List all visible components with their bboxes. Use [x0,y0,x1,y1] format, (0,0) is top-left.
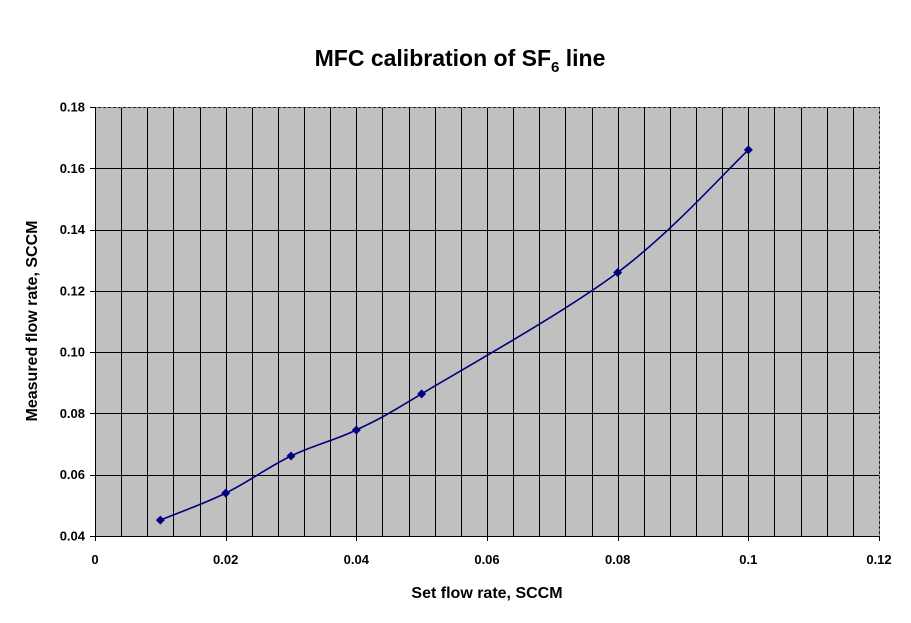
data-point-marker [743,145,753,155]
series-layer [155,145,753,525]
y-tick-label: 0.12 [60,283,85,298]
y-tick-label: 0.16 [60,161,85,176]
x-tick-label: 0.08 [605,552,630,567]
y-tick-label: 0.06 [60,467,85,482]
y-axis-label: Measured flow rate, SCCM [24,221,41,422]
grid [90,107,880,541]
x-tick-label: 0.1 [739,552,757,567]
data-point-marker [417,389,427,399]
chart-title: MFC calibration of SF6 line [315,45,606,76]
y-tick-label: 0.10 [60,345,85,360]
x-tick-label: 0.06 [474,552,499,567]
x-tick-labels: 0 0.02 0.04 0.06 0.08 0.1 0.12 [91,552,891,567]
x-tick-label: 0.04 [344,552,370,567]
x-tick-label: 0.12 [866,552,891,567]
data-point-marker [613,267,623,277]
y-tick-labels: 0.04 0.06 0.08 0.10 0.12 0.14 0.16 0.18 [60,100,86,544]
y-tick-label: 0.14 [60,222,86,237]
data-point-marker [286,451,296,461]
x-axis-label: Set flow rate, SCCM [411,585,562,602]
y-tick-label: 0.08 [60,406,85,421]
series-line [160,149,749,521]
data-point-marker [155,515,165,525]
x-tick-label: 0 [91,552,98,567]
y-tick-label: 0.04 [60,529,86,544]
data-point-marker [351,425,361,435]
chart-title-subscript: 6 [551,59,559,76]
data-point-marker [221,488,231,498]
x-tick-label: 0.02 [213,552,238,567]
y-tick-label: 0.18 [60,100,85,115]
